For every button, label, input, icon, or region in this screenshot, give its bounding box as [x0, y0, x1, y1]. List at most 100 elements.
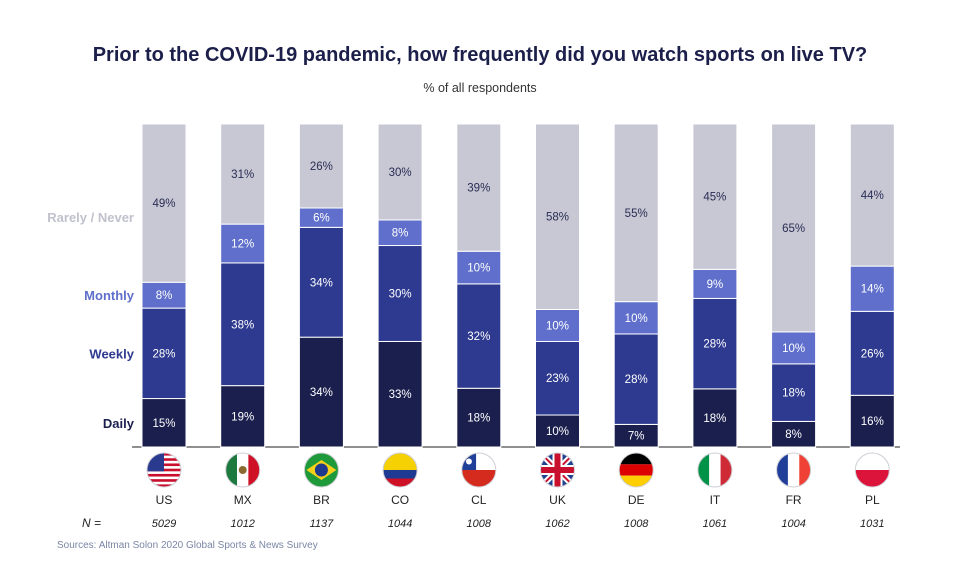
- bar-segment-it-0: [692, 388, 738, 448]
- bar-segment-cl-3: [456, 123, 502, 252]
- bar-segment-uk-2: [535, 308, 580, 342]
- data-label: 30%: [389, 167, 412, 179]
- data-label: 39%: [467, 183, 490, 195]
- co-flag-icon: [382, 452, 418, 488]
- data-label: 18%: [467, 413, 490, 425]
- category-label: CO: [391, 493, 409, 507]
- data-label: 58%: [546, 212, 569, 224]
- data-label: 34%: [310, 387, 333, 399]
- data-label: 7%: [628, 431, 645, 443]
- chart-title: Prior to the COVID-19 pandemic, how freq…: [92, 44, 868, 66]
- series-label-monthly: Monthly: [84, 288, 135, 303]
- data-label: 49%: [152, 198, 175, 210]
- category-label: PL: [865, 493, 880, 507]
- cl-flag-icon: [461, 452, 497, 488]
- series-label-weekly: Weekly: [89, 346, 134, 361]
- mx-flag-icon: [225, 452, 261, 488]
- bar-segment-cl-0: [456, 387, 502, 448]
- data-label: 32%: [467, 331, 490, 343]
- bar-segment-us-0: [141, 398, 187, 448]
- category-label: CL: [471, 493, 487, 507]
- uk-flag-icon: [540, 452, 575, 488]
- series-label-daily: Daily: [103, 416, 135, 431]
- data-label: 19%: [231, 411, 254, 423]
- sample-size-value: 1004: [781, 518, 805, 530]
- bar-segment-cl-1: [456, 283, 502, 389]
- data-label: 10%: [546, 426, 569, 438]
- bar-segment-fr-3: [771, 123, 817, 333]
- sample-size-value: 1137: [310, 518, 335, 530]
- sample-size-value: 1008: [624, 518, 649, 530]
- bar-segment-co-0: [377, 340, 423, 448]
- category-label: DE: [628, 493, 645, 507]
- sample-size-value: 1012: [230, 518, 254, 530]
- pl-flag-icon: [854, 452, 890, 488]
- data-label: 28%: [703, 339, 726, 351]
- data-label: 10%: [782, 343, 805, 355]
- bar-segment-de-2: [613, 301, 659, 335]
- bar-segment-mx-3: [220, 123, 266, 225]
- bar-segment-br-3: [298, 123, 344, 209]
- data-label: 26%: [310, 161, 333, 173]
- data-label: 18%: [703, 413, 726, 425]
- data-label: 28%: [625, 374, 648, 386]
- data-label: 14%: [861, 284, 884, 296]
- category-label: UK: [549, 493, 566, 507]
- series-label-rarely-never: Rarely / Never: [47, 210, 134, 225]
- bar-segment-mx-1: [220, 262, 266, 387]
- data-label: 44%: [861, 190, 884, 202]
- data-label: 8%: [392, 228, 409, 240]
- data-label: 28%: [152, 348, 175, 360]
- bar-segment-it-2: [692, 268, 738, 299]
- data-label: 45%: [703, 192, 726, 204]
- category-label: BR: [313, 493, 330, 507]
- data-label: 15%: [152, 418, 175, 430]
- bar-segment-co-1: [377, 245, 423, 342]
- data-label: 26%: [861, 348, 884, 360]
- bar-segment-br-0: [298, 336, 344, 448]
- data-label: 8%: [785, 429, 802, 441]
- source-note: Sources: Altman Solon 2020 Global Sports…: [57, 540, 318, 551]
- data-label: 10%: [546, 320, 569, 332]
- sample-size-value: 1031: [860, 518, 884, 530]
- bar-segment-de-1: [613, 333, 659, 425]
- bar-segment-br-1: [298, 226, 344, 338]
- it-flag-icon: [697, 452, 733, 488]
- de-flag-icon: [618, 452, 654, 488]
- bar-segment-us-2: [141, 281, 187, 309]
- bar-segment-it-3: [692, 123, 738, 270]
- data-label: 10%: [467, 263, 490, 275]
- br-flag-icon: [303, 452, 339, 488]
- data-label: 16%: [861, 416, 884, 428]
- sample-size-value: 1062: [545, 518, 569, 530]
- bar-segment-pl-0: [849, 394, 895, 448]
- bar-segment-mx-0: [220, 385, 266, 448]
- category-label: FR: [786, 493, 802, 507]
- category-label: US: [156, 493, 173, 507]
- data-label: 38%: [231, 319, 254, 331]
- data-label: 18%: [782, 388, 805, 400]
- data-label: 6%: [313, 213, 330, 225]
- data-label: 10%: [625, 313, 648, 325]
- bar-segment-uk-0: [535, 414, 580, 448]
- bar-segment-it-1: [692, 297, 738, 390]
- data-label: 23%: [546, 373, 569, 385]
- data-label: 9%: [707, 279, 724, 291]
- bar-segment-cl-2: [456, 250, 502, 285]
- sample-size-value: 1044: [388, 518, 412, 530]
- fr-flag-icon: [776, 452, 812, 488]
- us-flag-icon: [146, 452, 182, 488]
- sample-size-value: 5029: [152, 518, 176, 530]
- data-label: 33%: [389, 389, 412, 401]
- bar-segment-pl-3: [849, 123, 895, 267]
- data-label: 8%: [156, 290, 173, 302]
- bar-segment-uk-3: [535, 123, 580, 310]
- data-label: 30%: [389, 288, 412, 300]
- category-label: IT: [710, 493, 721, 507]
- bar-segment-co-3: [377, 123, 423, 221]
- category-label: MX: [234, 493, 252, 507]
- sample-size-label: N =: [82, 516, 102, 530]
- bar-segment-co-2: [377, 219, 423, 247]
- data-label: 34%: [310, 277, 333, 289]
